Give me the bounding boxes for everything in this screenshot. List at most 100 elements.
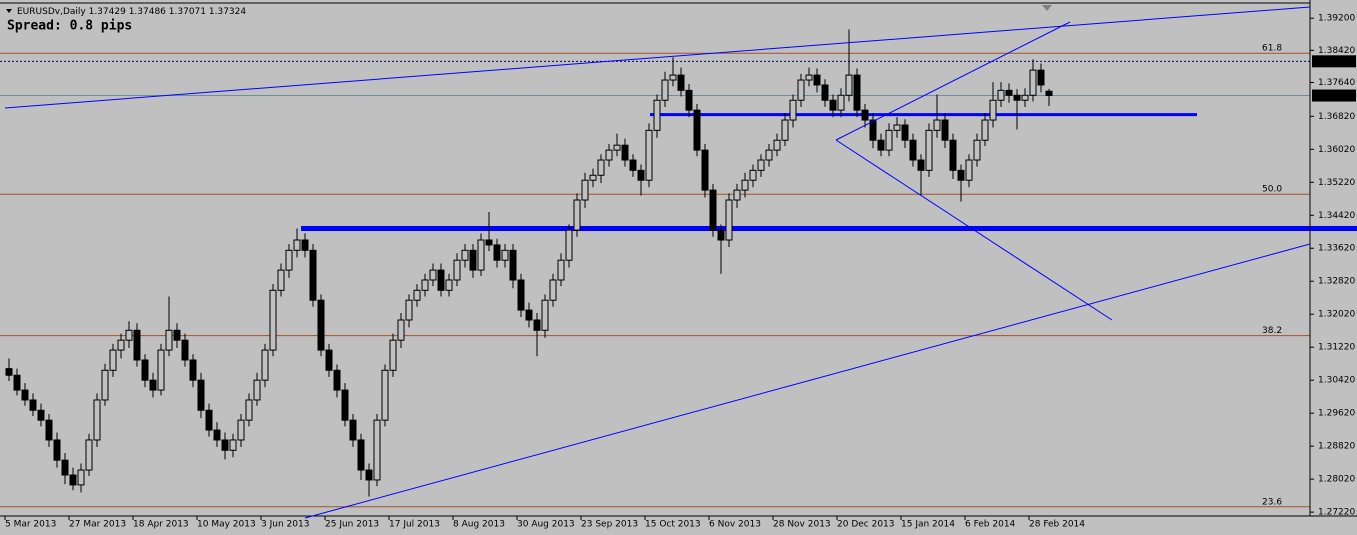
candle-body	[557, 259, 565, 281]
candle-body	[493, 244, 501, 261]
candle-body	[621, 144, 629, 161]
candle-body	[541, 299, 549, 331]
candle-body	[461, 249, 469, 261]
open: 1.37429	[89, 7, 126, 17]
candle-body	[157, 349, 165, 391]
candle-body	[101, 369, 109, 401]
trendline	[835, 139, 1113, 321]
x-tick-label: 15 Jan 2014	[901, 520, 955, 530]
y-tick-label: 1.29620	[1318, 409, 1355, 419]
candle-body	[885, 129, 893, 151]
candle-body	[325, 349, 333, 371]
y-tick-label: 1.32020	[1318, 310, 1355, 320]
candle-body	[685, 89, 693, 111]
marker-box	[1312, 55, 1356, 68]
candle-body	[749, 169, 757, 181]
candle-body	[733, 189, 741, 201]
candle-body	[301, 239, 309, 251]
x-tick-label: 15 Oct 2013	[645, 520, 701, 530]
candle-body	[533, 319, 541, 331]
candle-body	[845, 74, 853, 96]
y-tick-label: 1.36820	[1318, 112, 1355, 122]
candle-body	[837, 94, 845, 111]
candle-body	[709, 189, 717, 231]
x-tick-label: 10 May 2013	[197, 520, 256, 530]
candle-body	[437, 269, 445, 291]
candle-body	[93, 399, 101, 441]
x-tick-label: 3 Jun 2013	[261, 520, 309, 530]
candle-body	[933, 119, 941, 131]
candle-body	[773, 139, 781, 151]
candle-body	[229, 439, 237, 451]
candle-body	[829, 99, 837, 111]
candle-body	[701, 149, 709, 191]
candle-body	[549, 279, 557, 301]
candle-body	[429, 269, 437, 281]
candle-body	[189, 359, 197, 381]
candle-body	[853, 74, 861, 111]
x-tick-label: 18 Apr 2013	[133, 520, 189, 530]
candle-body	[581, 179, 589, 201]
candle-body	[485, 239, 493, 246]
candle-body	[125, 329, 133, 341]
candle-body	[341, 389, 349, 421]
candle-body	[821, 84, 829, 101]
y-tick-label: 1.31220	[1318, 343, 1355, 353]
candle-body	[869, 119, 877, 141]
candle-body	[149, 379, 157, 391]
candle-body	[117, 339, 125, 351]
candle-body	[1005, 89, 1013, 96]
candle-body	[469, 249, 477, 271]
candle-body	[61, 459, 69, 476]
y-tick-label: 1.39200	[1318, 14, 1355, 24]
candle-body	[45, 419, 53, 441]
y-tick-label: 1.34420	[1318, 211, 1355, 221]
x-tick-label: 5 Mar 2013	[5, 520, 56, 530]
candle-body	[573, 199, 581, 231]
x-tick-label: 6 Feb 2014	[965, 520, 1016, 530]
y-tick-label: 1.36020	[1318, 145, 1355, 155]
candle-body	[269, 289, 277, 351]
candle-body	[317, 299, 325, 351]
x-tick-label: 28 Nov 2013	[773, 520, 831, 530]
candle-body	[277, 269, 285, 291]
candle-body	[357, 439, 365, 471]
candle-body	[1037, 69, 1045, 86]
candle-body	[693, 109, 701, 151]
candle-body	[205, 409, 213, 431]
low: 1.37071	[169, 7, 206, 17]
candle-body	[173, 329, 181, 341]
candle-body	[997, 89, 1005, 101]
candle-body	[21, 389, 29, 401]
candle-body	[37, 409, 45, 421]
candle-body	[653, 99, 661, 131]
candle-body	[405, 299, 413, 321]
close: 1.37324	[209, 7, 246, 17]
high: 1.37486	[129, 7, 166, 17]
last-price-box	[1312, 89, 1356, 102]
candle-body	[1021, 94, 1029, 101]
marker-label: 1.38154	[1316, 57, 1353, 67]
candle-body	[517, 279, 525, 311]
trendline	[835, 21, 1071, 141]
candle-body	[1029, 69, 1037, 96]
candle-body	[421, 279, 429, 291]
candle-body	[221, 439, 229, 451]
x-tick-label: 27 Mar 2013	[69, 520, 126, 530]
y-tick-label: 1.38420	[1318, 46, 1355, 56]
candle-body	[781, 119, 789, 141]
candle-body	[373, 419, 381, 481]
candle-body	[925, 129, 933, 171]
candle-body	[893, 124, 901, 131]
x-tick-label: 23 Sep 2013	[581, 520, 638, 530]
fib-label: 23.6	[1262, 497, 1282, 507]
candle-body	[501, 249, 509, 261]
candle-body	[525, 309, 533, 321]
candle-body	[285, 249, 293, 271]
candle-body	[1045, 90, 1053, 97]
header: EURUSDv,Daily 1.37429 1.37486 1.37071 1.…	[17, 7, 246, 17]
candle-body	[5, 368, 13, 376]
candle-body	[237, 419, 245, 441]
y-tick-label: 1.28020	[1318, 475, 1355, 485]
candle-body	[789, 99, 797, 121]
